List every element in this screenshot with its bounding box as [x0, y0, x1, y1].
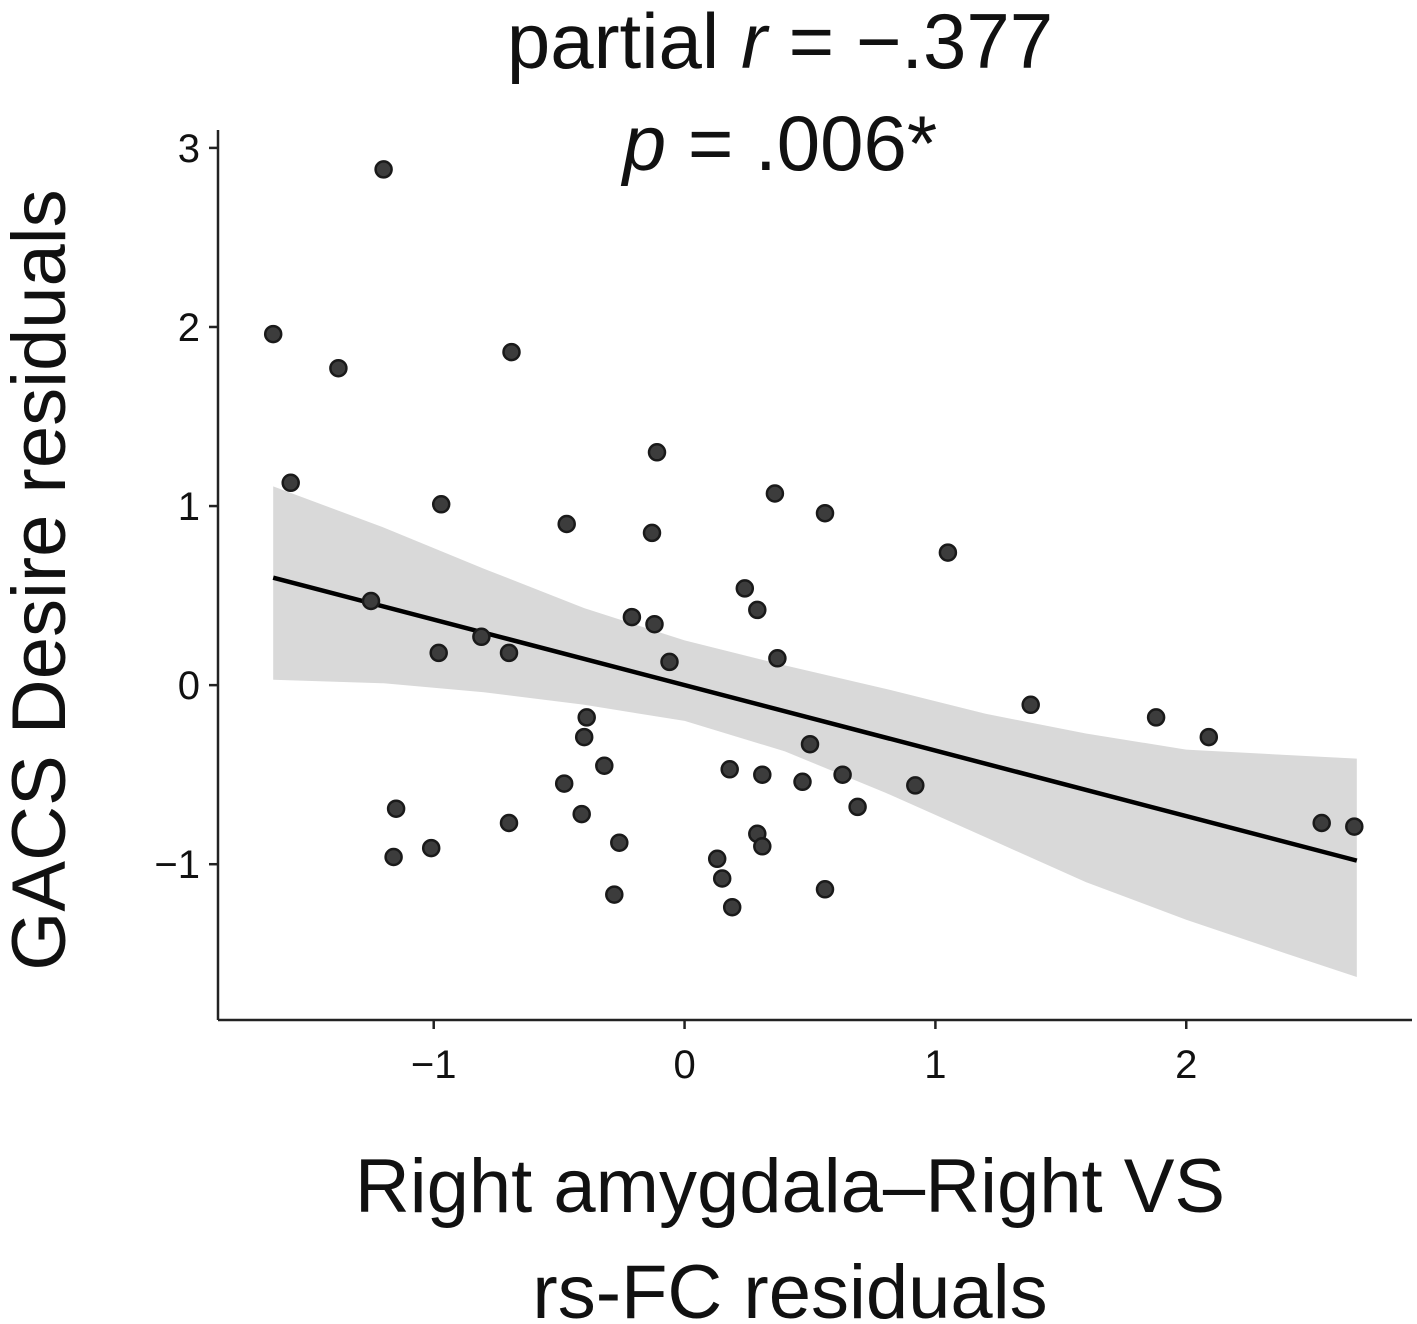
data-point: [906, 776, 925, 795]
data-point: [800, 734, 820, 754]
data-point: [660, 652, 679, 672]
data-point: [735, 579, 755, 598]
y-tick-label: 2: [178, 306, 200, 350]
x-tick-label: 2: [1175, 1043, 1197, 1087]
data-point: [768, 649, 787, 668]
axes: [216, 130, 1412, 1022]
x-tick-label: 1: [924, 1043, 946, 1087]
y-tick-label: 0: [178, 664, 200, 708]
x-tick-label: −1: [411, 1043, 457, 1087]
title-line-1-part-1: partial: [507, 0, 741, 85]
data-point: [1146, 708, 1166, 727]
data-point: [793, 772, 812, 792]
data-point: [1345, 817, 1364, 836]
data-point: [753, 765, 772, 784]
data-point: [499, 813, 519, 833]
data-point: [748, 600, 767, 620]
title-line-1-part-2: r: [741, 0, 770, 85]
data-point: [329, 358, 348, 378]
title-line-2: p = .006*: [621, 99, 937, 187]
x-axis-label: Right amygdala–Right VS rs-FC residuals: [355, 1144, 1225, 1324]
title-line-1-part-3: = −.377: [767, 0, 1053, 85]
y-tick-label: 3: [178, 127, 200, 171]
data-point: [707, 849, 727, 869]
y-tick-label: −1: [154, 843, 200, 887]
data-point: [374, 160, 393, 179]
chart-title: partial r = −.377 p = .006*: [507, 0, 1053, 187]
data-point: [431, 495, 451, 514]
data-point: [815, 503, 835, 523]
data-point: [1199, 727, 1219, 747]
data-point: [848, 797, 867, 817]
data-point: [833, 765, 852, 784]
data-point: [384, 847, 403, 867]
data-point: [722, 897, 742, 917]
x-axis-label-line-2: rs-FC residuals: [532, 1250, 1047, 1324]
data-point: [712, 869, 732, 888]
data-point: [574, 727, 594, 747]
data-point: [361, 591, 381, 611]
data-point: [595, 756, 614, 775]
data-point: [386, 799, 406, 818]
data-point: [765, 484, 785, 503]
data-points: [263, 160, 1364, 917]
title-line-1: partial r = −.377: [507, 0, 1053, 85]
data-point: [753, 837, 772, 856]
regression-line: [272, 575, 1358, 863]
x-tick-label: 0: [673, 1043, 695, 1087]
title-line-2-part-2: = .006*: [666, 99, 937, 187]
data-point: [622, 607, 642, 627]
data-point: [815, 880, 835, 899]
x-axis-label-line-1: Right amygdala–Right VS: [355, 1144, 1225, 1229]
data-point: [647, 443, 667, 462]
data-point: [421, 838, 441, 858]
confidence-band: [273, 486, 1357, 977]
data-point: [429, 643, 448, 663]
regression-line-group: [272, 575, 1358, 863]
data-point: [642, 523, 662, 543]
y-tick-label: 1: [178, 485, 200, 529]
y-axis-label: GACS Desire residuals: [0, 189, 82, 970]
y-axis-ticks: −1 0 1 2 3: [154, 127, 218, 887]
data-point: [1312, 813, 1331, 833]
data-point: [502, 342, 521, 362]
data-point: [263, 324, 283, 344]
title-line-2-part-1: p: [621, 99, 666, 187]
data-point: [557, 514, 576, 534]
data-point: [645, 614, 664, 634]
data-point: [610, 833, 629, 852]
confidence-band-group: [273, 486, 1357, 977]
data-point: [472, 627, 491, 647]
data-point: [720, 760, 739, 779]
data-point: [281, 473, 300, 493]
data-point: [577, 708, 596, 727]
data-point: [605, 885, 624, 904]
data-point: [938, 543, 958, 562]
x-axis-ticks: −1 0 1 2: [411, 1020, 1197, 1087]
data-point: [554, 774, 574, 793]
data-point: [1021, 695, 1040, 715]
data-point: [572, 804, 591, 824]
data-point: [499, 643, 519, 663]
